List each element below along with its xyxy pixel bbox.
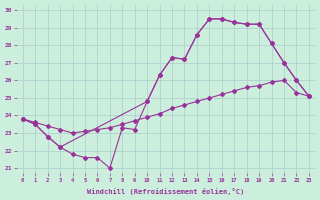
X-axis label: Windchill (Refroidissement éolien,°C): Windchill (Refroidissement éolien,°C) bbox=[87, 188, 244, 195]
